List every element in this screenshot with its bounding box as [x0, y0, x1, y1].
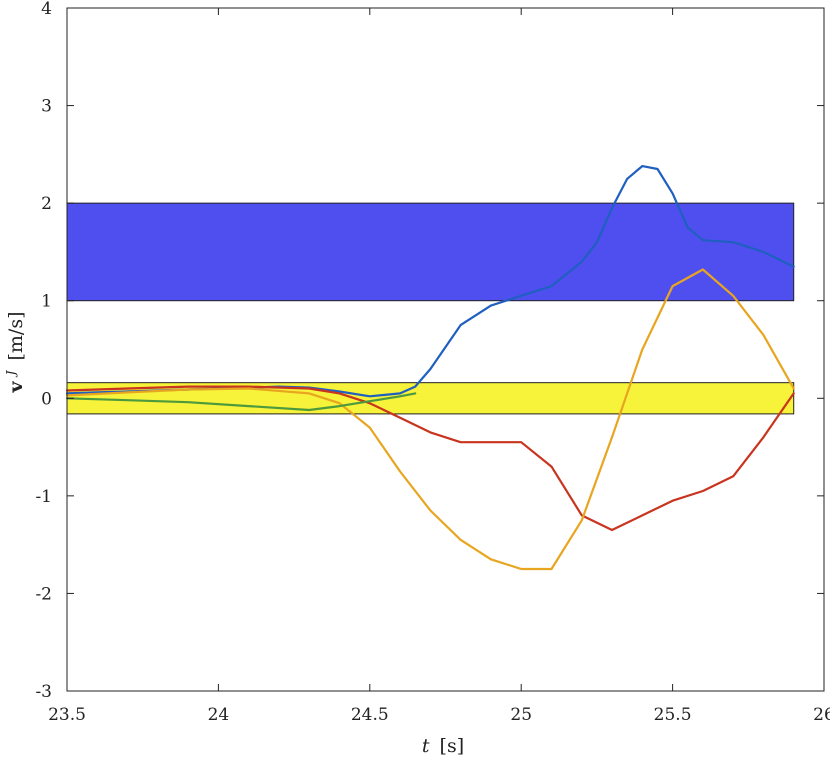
series-line-3	[65, 268, 795, 571]
series-line-2	[65, 385, 795, 532]
plot-frame	[66, 7, 825, 692]
y-axis-symbol: v	[5, 380, 27, 393]
y-axis-superscript: J	[4, 369, 18, 378]
highlight-band-1	[66, 202, 795, 302]
y-tick-label: 4	[41, 0, 52, 19]
x-axis-title: t [s]	[422, 735, 464, 757]
y-tick-label: 2	[41, 194, 52, 214]
x-tick-label: 25.5	[654, 705, 692, 725]
x-tick-label: 24	[208, 705, 230, 725]
x-tick-label: 25	[510, 705, 532, 725]
highlight-band-2	[66, 382, 795, 415]
y-tick-label: -1	[35, 487, 52, 507]
x-tick-label: 26	[813, 705, 830, 725]
x-axis-symbol: t	[422, 735, 430, 757]
highlight-bands	[66, 202, 795, 415]
data-series	[65, 165, 795, 571]
y-tick-label: 1	[41, 292, 52, 312]
y-axis-title: v J [m/s]	[4, 312, 27, 394]
x-tick-label: 23.5	[48, 705, 86, 725]
x-tick-label: 24.5	[351, 705, 389, 725]
y-axis-unit: [m/s]	[5, 312, 27, 361]
y-tick-label: -2	[35, 584, 52, 604]
y-tick-label: 3	[41, 97, 52, 117]
x-axis-unit: [s]	[440, 735, 465, 757]
x-axis: 23.5 24 24.5 25 25.5 26	[48, 8, 830, 725]
series-line-4	[65, 392, 417, 412]
y-tick-label: -3	[35, 682, 52, 702]
y-tick-label: 0	[41, 389, 52, 409]
y-axis: -3 -2 -1 0 1 2 3 4	[35, 0, 824, 702]
